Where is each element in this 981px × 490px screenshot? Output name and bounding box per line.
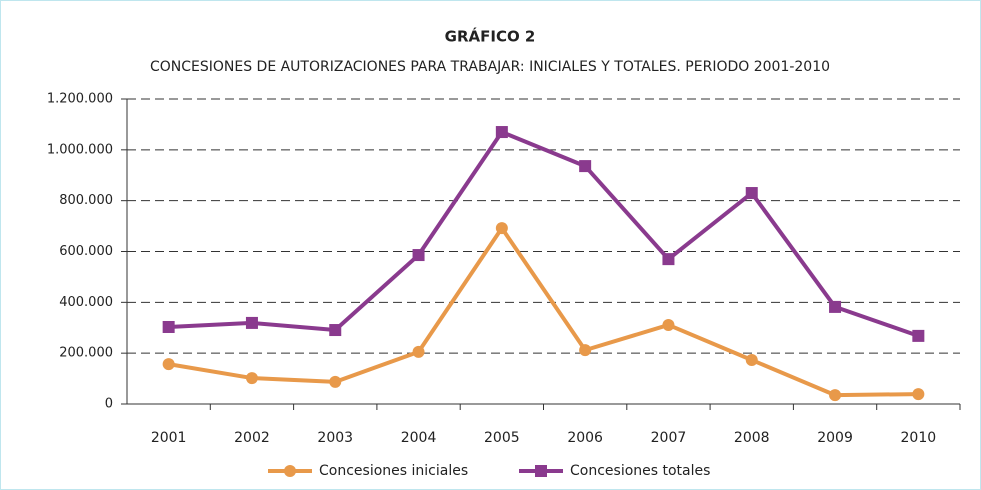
data-point [579,344,592,357]
y-tick-label: 1.000.000 [47,142,113,157]
data-point [245,316,258,329]
x-tick-label: 2005 [484,430,520,446]
y-tick-label: 600.000 [59,244,113,259]
data-point [412,345,425,358]
x-tick-label: 2001 [151,430,187,446]
chart-subtitle: CONCESIONES DE AUTORIZACIONES PARA TRABA… [150,59,830,75]
data-point [412,249,425,262]
legend-label: Concesiones totales [570,463,710,479]
data-point [329,324,342,337]
y-tick-label: 400.000 [59,295,113,310]
x-tick-label: 2007 [651,430,687,446]
data-point [662,318,675,331]
y-tick-label: 0 [105,397,113,412]
x-tick-label: 2003 [317,430,353,446]
data-point [579,160,592,173]
legend-marker [284,465,296,477]
x-tick-label: 2006 [567,430,603,446]
data-point [912,388,925,401]
x-tick-label: 2002 [234,430,270,446]
x-tick-label: 2004 [401,430,437,446]
data-point [662,253,675,266]
data-point [745,187,758,200]
y-tick-label: 800.000 [59,193,113,208]
data-point [495,222,508,235]
data-point [745,354,758,367]
legend-label: Concesiones iniciales [319,463,468,479]
data-point [829,389,842,402]
y-tick-label: 200.000 [59,346,113,361]
legend-marker [535,465,547,477]
x-tick-label: 2009 [817,430,853,446]
y-tick-label: 1.200.000 [47,92,113,107]
x-tick-label: 2008 [734,430,770,446]
x-tick-label: 2010 [901,430,937,446]
chart-title: GRÁFICO 2 [445,27,536,46]
series-line [168,226,919,398]
data-point [912,329,925,342]
data-point [162,320,175,333]
data-point [829,300,842,313]
data-point [162,358,175,371]
series-line [168,130,920,338]
data-point [329,375,342,388]
data-point [495,126,508,139]
data-point [245,372,258,385]
